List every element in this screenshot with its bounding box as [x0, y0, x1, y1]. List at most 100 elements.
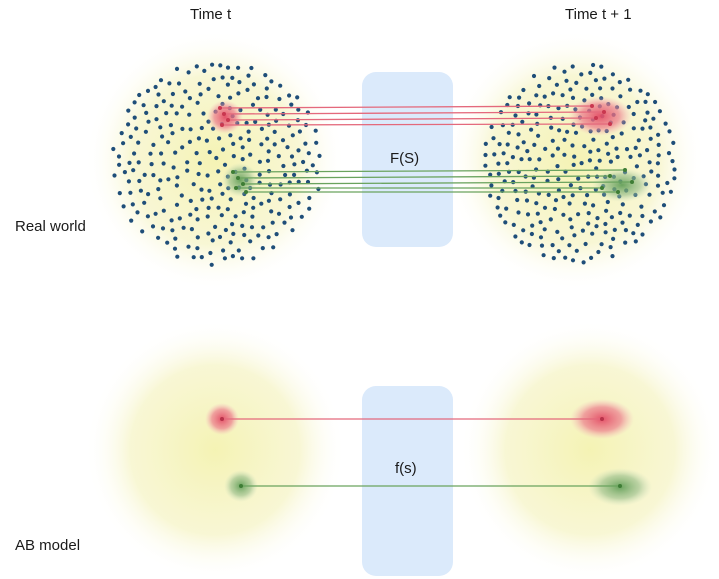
agent-dot	[557, 128, 562, 133]
agent-dot	[626, 77, 631, 82]
agent-dot	[228, 133, 233, 138]
agent-dot	[538, 235, 544, 240]
agent-dot	[187, 112, 192, 117]
agent-dot	[246, 73, 251, 78]
agent-dot	[256, 233, 261, 238]
agent-dot	[261, 225, 266, 230]
agent-dot	[206, 86, 211, 91]
red-trajectories-real	[219, 105, 611, 126]
agent-dot	[219, 213, 224, 218]
agent-dot	[148, 151, 153, 156]
agent-dot	[251, 205, 256, 210]
agent-dot	[670, 159, 675, 164]
agent-dot	[497, 142, 502, 147]
agent-dot	[628, 154, 633, 159]
agent-dot	[576, 212, 581, 217]
population-glow-real-t	[85, 30, 345, 290]
agent-dot	[550, 138, 555, 143]
agent-dot	[647, 192, 652, 197]
agent-dot	[307, 206, 312, 211]
agent-dot	[276, 154, 281, 159]
agent-dot	[489, 183, 494, 188]
agent-dot	[265, 136, 270, 141]
agent-dot	[652, 209, 657, 214]
agent-dot	[567, 243, 572, 248]
agent-dot	[246, 129, 251, 134]
agent-dot	[236, 65, 241, 70]
agent-dot	[590, 92, 595, 97]
agent-dot	[121, 204, 126, 209]
agent-dot	[536, 133, 541, 138]
agent-dot	[218, 182, 223, 187]
agent-dot	[220, 147, 226, 152]
agent-dot	[174, 183, 179, 188]
agent-dot	[515, 197, 520, 203]
agent-dot	[197, 161, 202, 166]
agent-dot	[164, 111, 169, 116]
agent-dot	[594, 166, 599, 171]
agent-dot	[574, 248, 579, 253]
agent-dot	[209, 262, 214, 267]
agent-dot	[281, 163, 286, 169]
ab-model-function-label: f(s)	[395, 460, 417, 477]
agent-dot	[505, 142, 510, 147]
agent-dot	[608, 159, 614, 164]
agent-dot	[672, 167, 677, 172]
agent-dot	[208, 250, 213, 256]
agent-dot	[314, 140, 319, 145]
time-t1-label: Time t + 1	[565, 6, 632, 23]
agent-dot	[214, 155, 219, 161]
agent-dot	[656, 132, 661, 137]
agent-dot	[521, 140, 526, 145]
agent-dot	[296, 107, 301, 112]
agent-dot	[266, 198, 271, 203]
agent-dot	[555, 146, 561, 151]
agent-dot	[570, 64, 575, 69]
agent-dot	[492, 152, 497, 157]
agent-dot	[640, 232, 645, 237]
agent-dot	[491, 136, 496, 141]
agent-dot	[610, 254, 615, 259]
agent-dot	[525, 149, 530, 154]
agent-dot	[179, 193, 184, 198]
agent-dot	[244, 120, 249, 126]
agent-dot	[290, 133, 295, 138]
agent-dot	[161, 161, 166, 166]
agent-dot	[612, 227, 617, 232]
agent-dot	[264, 94, 269, 100]
agent-dot	[551, 91, 556, 96]
agent-dot	[534, 112, 539, 117]
agent-dot	[548, 217, 553, 222]
agent-dot	[195, 217, 200, 222]
agent-dot	[207, 188, 212, 193]
agent-dot	[176, 81, 182, 86]
agent-dot	[595, 216, 600, 221]
agent-dot	[195, 246, 200, 251]
agent-dot	[610, 135, 615, 140]
agent-dot	[620, 202, 625, 207]
agent-dot	[243, 201, 249, 206]
agent-dot	[579, 72, 584, 77]
agent-dot	[216, 205, 221, 210]
agent-dot	[220, 191, 225, 196]
agent-dot	[531, 73, 537, 79]
agent-dot	[643, 99, 648, 104]
agent-dot	[496, 171, 501, 176]
agent-dot	[657, 109, 663, 114]
agent-dot	[556, 249, 561, 254]
agent-dot	[174, 202, 180, 207]
agent-dot	[643, 118, 648, 123]
agent-dot	[251, 256, 256, 261]
agent-dot	[589, 255, 594, 260]
agent-dot	[614, 146, 619, 151]
agent-dot	[146, 192, 151, 197]
agent-dot	[647, 160, 652, 165]
agent-dot	[513, 113, 518, 118]
agent-dot	[570, 258, 576, 263]
agent-dot	[205, 214, 210, 219]
agent-dot	[236, 91, 241, 96]
agent-dot	[265, 158, 271, 163]
agent-dot	[660, 190, 665, 195]
agent-dot	[169, 103, 174, 108]
agent-dot	[194, 151, 199, 156]
